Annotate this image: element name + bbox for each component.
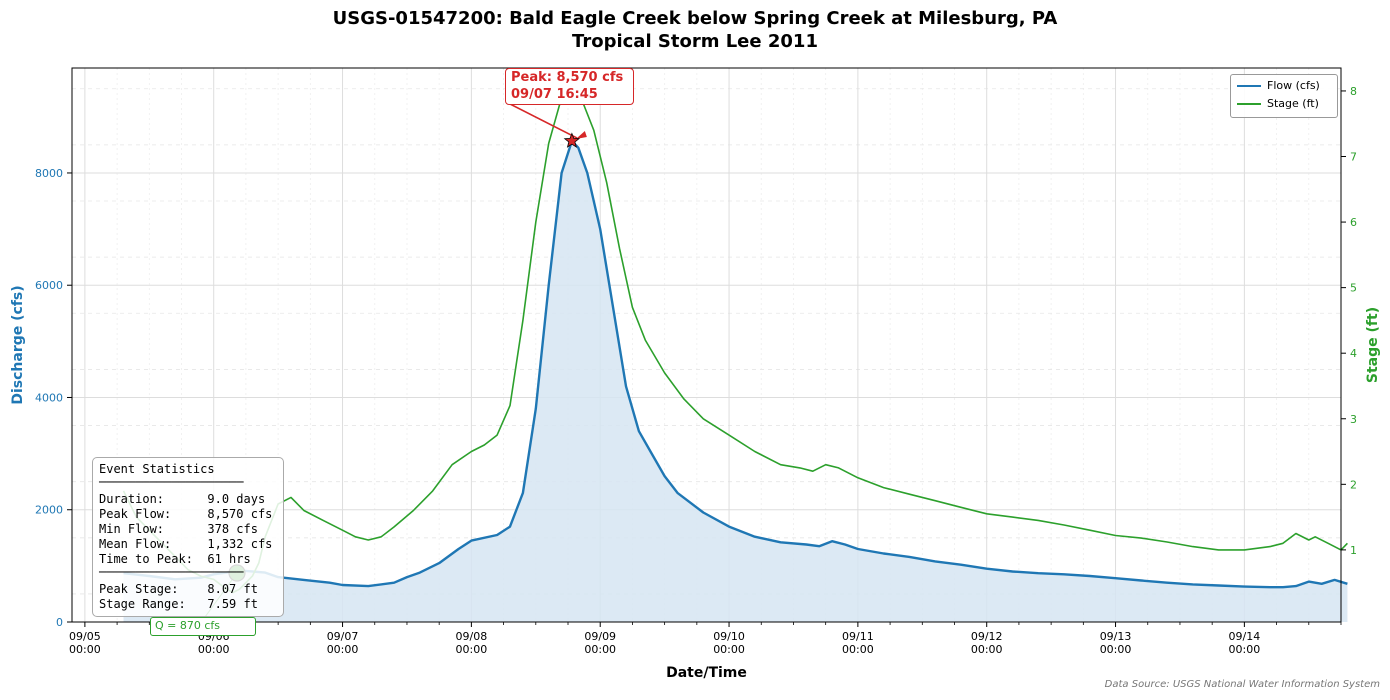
y-tick-label: 6000 xyxy=(35,279,63,292)
flow-area-fill xyxy=(123,140,1348,622)
chart-title-line2: Tropical Storm Lee 2011 xyxy=(572,31,818,52)
stats-min-flow: Min Flow: 378 cfs xyxy=(99,522,258,536)
x-tick-label-time: 00:00 xyxy=(842,643,874,656)
x-tick-label-time: 00:00 xyxy=(69,643,101,656)
stage-series-line xyxy=(122,85,1348,594)
stats-duration: Duration: 9.0 days xyxy=(99,492,266,506)
x-tick-label-date: 09/05 xyxy=(69,630,101,643)
min-flow-annotation: Q = 870 cfs xyxy=(150,617,256,636)
x-tick-label-date: 09/13 xyxy=(1100,630,1132,643)
min-flow-annotation-label: Q = 870 cfs xyxy=(155,619,221,632)
x-tick-label-time: 00:00 xyxy=(198,643,230,656)
peak-arrow-head xyxy=(575,130,587,139)
y2-tick-label: 4 xyxy=(1350,347,1357,360)
legend-item-stage: Stage (ft) xyxy=(1237,97,1319,110)
stats-time-to-peak: Time to Peak: 61 hrs xyxy=(99,552,251,566)
stats-peak-flow: Peak Flow: 8,570 cfs xyxy=(99,507,273,521)
x-tick-label-date: 09/14 xyxy=(1229,630,1261,643)
y2-tick-label: 6 xyxy=(1350,216,1357,229)
chart-title-line1: USGS-01547200: Bald Eagle Creek below Sp… xyxy=(332,8,1058,29)
y2-tick-label: 2 xyxy=(1350,478,1357,491)
x-axis-label: Date/Time xyxy=(666,665,747,681)
peak-annotation-time: 09/07 16:45 xyxy=(511,87,598,102)
x-tick-label-time: 00:00 xyxy=(713,643,745,656)
flow-series-line xyxy=(123,139,1348,589)
data-source-note: Data Source: USGS National Water Informa… xyxy=(1104,679,1380,690)
y2-tick-label: 8 xyxy=(1350,85,1357,98)
y2-axis-label: Stage (ft) xyxy=(1365,307,1381,383)
y-tick-label: 2000 xyxy=(35,504,63,517)
x-tick-label-date: 09/09 xyxy=(584,630,616,643)
x-tick-label-time: 00:00 xyxy=(327,643,359,656)
y-tick-label: 0 xyxy=(56,616,63,629)
x-tick-label-time: 00:00 xyxy=(456,643,488,656)
y-axis-label: Discharge (cfs) xyxy=(10,285,26,404)
event-statistics-box: Event Statistics ──────────────────── Du… xyxy=(92,457,284,617)
stats-peak-stage: Peak Stage: 8.07 ft xyxy=(99,582,258,596)
plot-frame xyxy=(71,67,1342,623)
chart-legend: Flow (cfs) Stage (ft) xyxy=(1230,74,1338,118)
y2-tick-label: 5 xyxy=(1350,282,1357,295)
x-tick-label-time: 00:00 xyxy=(1100,643,1132,656)
x-tick-label-time: 00:00 xyxy=(971,643,1003,656)
x-tick-label-date: 09/07 xyxy=(327,630,359,643)
stats-header: Event Statistics xyxy=(99,462,215,476)
x-tick-label-date: 09/12 xyxy=(971,630,1003,643)
y2-tick-label: 1 xyxy=(1350,544,1357,557)
stats-stage-range: Stage Range: 7.59 ft xyxy=(99,597,258,611)
y2-tick-label: 7 xyxy=(1350,151,1357,164)
legend-item-flow: Flow (cfs) xyxy=(1237,79,1320,92)
y2-tick-label: 3 xyxy=(1350,413,1357,426)
y-tick-label: 8000 xyxy=(35,167,63,180)
legend-flow-label: Flow (cfs) xyxy=(1267,79,1320,92)
peak-annotation-value: Peak: 8,570 cfs xyxy=(511,70,624,85)
x-tick-label-date: 09/11 xyxy=(842,630,874,643)
x-tick-label-date: 09/10 xyxy=(713,630,745,643)
stats-rule-2: ──────────────────── xyxy=(99,565,244,579)
peak-arrow-line xyxy=(507,102,578,139)
x-tick-label-date: 09/08 xyxy=(456,630,488,643)
legend-stage-label: Stage (ft) xyxy=(1267,97,1319,110)
x-tick-label-time: 00:00 xyxy=(584,643,616,656)
peak-star-marker xyxy=(563,132,581,148)
y-tick-label: 4000 xyxy=(35,391,63,404)
x-tick-label-time: 00:00 xyxy=(1229,643,1261,656)
stats-rule: ──────────────────── xyxy=(99,475,244,489)
stats-mean-flow: Mean Flow: 1,332 cfs xyxy=(99,537,273,551)
peak-annotation: Peak: 8,570 cfs 09/07 16:45 xyxy=(505,68,634,105)
